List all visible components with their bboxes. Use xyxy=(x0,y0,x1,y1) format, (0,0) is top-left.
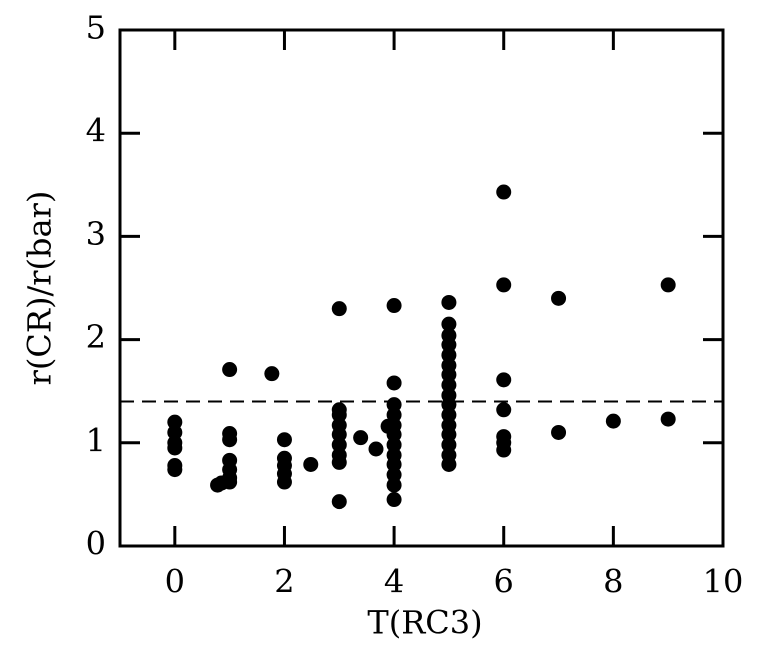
x-axis-label: T(RC3) xyxy=(367,604,482,642)
point xyxy=(386,467,402,483)
point xyxy=(331,301,347,317)
y-tick-label: 4 xyxy=(86,112,106,150)
point xyxy=(386,492,402,508)
x-tick-label: 10 xyxy=(703,563,744,601)
point xyxy=(264,366,280,382)
y-tick-label: 0 xyxy=(86,525,106,563)
point xyxy=(551,290,567,306)
point xyxy=(331,494,347,510)
point xyxy=(331,427,347,443)
point xyxy=(496,402,512,418)
point xyxy=(167,424,183,440)
point xyxy=(496,372,512,388)
point xyxy=(441,337,457,353)
point xyxy=(386,375,402,391)
point xyxy=(441,456,457,472)
y-tick-label: 3 xyxy=(86,215,106,253)
point xyxy=(276,432,292,448)
point xyxy=(386,427,402,443)
point xyxy=(441,427,457,443)
point xyxy=(386,477,402,493)
point xyxy=(331,407,347,423)
point xyxy=(222,362,238,378)
point xyxy=(441,407,457,423)
point xyxy=(660,277,676,293)
point xyxy=(386,298,402,314)
plot-frame xyxy=(118,28,725,548)
y-tick-label: 2 xyxy=(86,318,106,356)
point xyxy=(441,367,457,383)
point xyxy=(303,456,319,472)
point xyxy=(441,347,457,363)
point xyxy=(496,184,512,200)
point xyxy=(386,437,402,453)
point xyxy=(368,441,384,457)
point xyxy=(386,456,402,472)
point xyxy=(276,474,292,490)
point xyxy=(441,294,457,310)
point xyxy=(331,437,347,453)
x-tick-label: 6 xyxy=(494,563,514,601)
point xyxy=(441,397,457,413)
point xyxy=(386,397,402,413)
x-tick-label: 0 xyxy=(165,563,185,601)
y-tick-label: 1 xyxy=(86,421,106,459)
point xyxy=(222,474,238,490)
point xyxy=(222,432,238,448)
point xyxy=(167,462,183,478)
point xyxy=(496,442,512,458)
point xyxy=(551,424,567,440)
point xyxy=(605,413,621,429)
point xyxy=(441,316,457,332)
y-tick-label: 5 xyxy=(86,9,106,47)
point xyxy=(386,407,402,423)
x-tick-label: 4 xyxy=(384,563,404,601)
x-tick-label: 8 xyxy=(603,563,623,601)
y-axis-label: r(CR)/r(bar) xyxy=(21,191,59,386)
point xyxy=(496,277,512,293)
point xyxy=(441,377,457,393)
x-tick-label: 2 xyxy=(274,563,294,601)
point xyxy=(441,437,457,453)
point xyxy=(353,430,369,446)
point xyxy=(331,454,347,470)
point xyxy=(167,414,183,430)
point xyxy=(660,411,676,427)
point xyxy=(167,440,183,456)
